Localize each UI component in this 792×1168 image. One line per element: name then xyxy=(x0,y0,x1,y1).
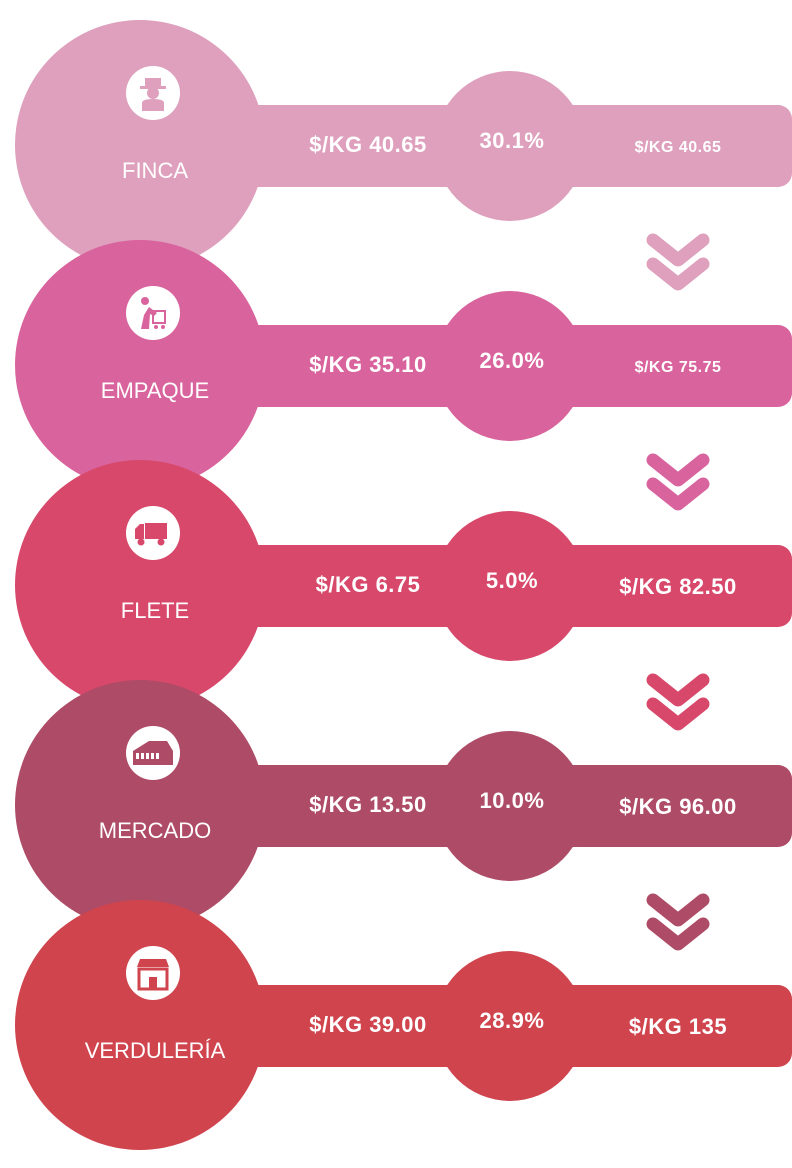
chevron xyxy=(646,233,710,267)
stage-label: FINCA xyxy=(122,158,188,183)
icon-shape xyxy=(142,99,164,111)
chevron xyxy=(646,917,710,951)
stage-cumulative: $/KG 75.75 xyxy=(635,359,722,376)
stage: VERDULERÍA $/KG 39.00 28.9% $/KG 135 xyxy=(15,900,792,1150)
stage-circle xyxy=(15,680,265,930)
chevron xyxy=(646,697,710,731)
icon-shape xyxy=(154,325,158,329)
icon-shape xyxy=(141,753,144,759)
stage: FINCA $/KG 40.65 30.1% $/KG 40.65 xyxy=(15,20,792,270)
stage-cumulative: $/KG 96.00 xyxy=(619,794,737,819)
chevron xyxy=(646,673,710,707)
stage-share: 28.9% xyxy=(480,1008,545,1033)
icon-shape xyxy=(141,297,149,305)
icon-circle xyxy=(126,946,180,1000)
stage-share: 26.0% xyxy=(480,348,545,373)
share-circle xyxy=(435,731,585,881)
share-circle xyxy=(435,511,585,661)
icon-shape xyxy=(146,753,149,759)
stage-cumulative: $/KG 40.65 xyxy=(635,139,722,156)
stage-circle xyxy=(15,900,265,1150)
icon-shape xyxy=(152,310,166,324)
stage: MERCADO $/KG 13.50 10.0% $/KG 96.00 xyxy=(15,680,792,930)
stage-label: FLETE xyxy=(121,598,189,623)
icon-shape xyxy=(140,78,166,89)
stage: FLETE $/KG 6.75 5.0% $/KG 82.50 xyxy=(15,460,792,710)
stage-cost: $/KG 35.10 xyxy=(309,352,427,377)
stage-circle xyxy=(15,240,265,490)
icon-shape xyxy=(145,523,167,539)
icon-shape xyxy=(136,753,139,759)
icon-shape xyxy=(151,753,154,759)
stage-share: 10.0% xyxy=(480,788,545,813)
icon-shape xyxy=(137,959,169,967)
stage-circle xyxy=(15,20,265,270)
icon-shape xyxy=(147,87,159,99)
icon-shape xyxy=(135,524,144,539)
stage-cost: $/KG 13.50 xyxy=(309,792,427,817)
stage-cost: $/KG 6.75 xyxy=(316,572,421,597)
stage: EMPAQUE $/KG 35.10 26.0% $/KG 75.75 xyxy=(15,240,792,490)
chevron xyxy=(646,893,710,927)
stage-cost: $/KG 39.00 xyxy=(309,1012,427,1037)
stage-cost: $/KG 40.65 xyxy=(309,132,427,157)
stage-share: 5.0% xyxy=(486,568,538,593)
chevron xyxy=(646,257,710,291)
share-circle xyxy=(435,951,585,1101)
stage-circle xyxy=(15,460,265,710)
icon-shape xyxy=(161,325,165,329)
icon-shape xyxy=(149,977,157,989)
icon-shape xyxy=(157,538,165,546)
stage-cumulative: $/KG 135 xyxy=(629,1014,727,1039)
stage-label: EMPAQUE xyxy=(101,378,209,403)
chevron xyxy=(646,477,710,511)
chevron xyxy=(646,453,710,487)
stage-cumulative: $/KG 82.50 xyxy=(619,574,737,599)
stage-label: MERCADO xyxy=(99,818,211,843)
icon-shape xyxy=(137,538,145,546)
stage-label: VERDULERÍA xyxy=(85,1038,226,1063)
share-circle xyxy=(435,291,585,441)
stage-share: 30.1% xyxy=(480,128,545,153)
icon-shape xyxy=(156,753,159,759)
share-circle xyxy=(435,71,585,221)
